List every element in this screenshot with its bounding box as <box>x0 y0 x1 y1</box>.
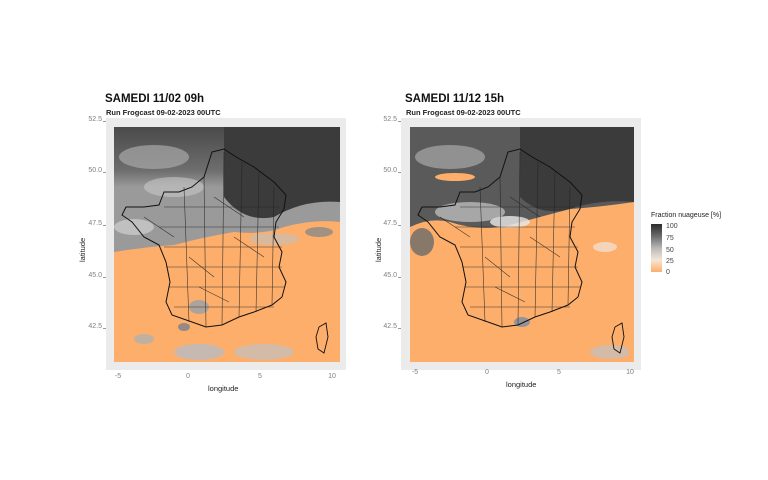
y-tick: 52.5 <box>375 116 401 123</box>
x-tick: 0 <box>186 373 190 380</box>
y-tick: 45.0 <box>80 272 106 279</box>
y-tick: 52.5 <box>80 116 106 123</box>
x-tick: -5 <box>114 373 122 380</box>
x-tick: 5 <box>557 369 561 376</box>
x-axis-label: longitude <box>506 380 537 389</box>
y-tick: 42.5 <box>375 323 401 330</box>
plot-subtitle: Run Frogcast 09-02-2023 00UTC <box>406 108 521 117</box>
cloud-map <box>114 127 340 362</box>
plot-title: SAMEDI 11/02 09h <box>105 93 205 105</box>
x-tick: 5 <box>258 373 262 380</box>
legend-label: 25 <box>666 258 674 265</box>
y-tick: 50.0 <box>375 167 401 174</box>
legend-label: 100 <box>666 223 678 230</box>
plot-title: SAMEDI 11/12 15h <box>405 93 505 105</box>
colorbar-legend: Fraction nuageuse [%] 100 75 50 25 0 <box>651 212 761 282</box>
legend-label: 75 <box>666 235 674 242</box>
colorbar <box>651 224 662 272</box>
x-tick: 10 <box>328 373 336 380</box>
x-tick: 0 <box>485 369 489 376</box>
cloud-map <box>410 127 634 362</box>
x-axis-label: longitude <box>208 384 239 393</box>
y-tick: 50.0 <box>80 167 106 174</box>
y-tick: 42.5 <box>80 323 106 330</box>
x-tick: 10 <box>626 369 634 376</box>
legend-title: Fraction nuageuse [%] <box>651 212 722 219</box>
y-axis-label: latitude <box>78 237 87 262</box>
y-axis-label: latitude <box>374 237 383 262</box>
legend-label: 0 <box>666 269 670 276</box>
x-tick: -5 <box>411 369 419 376</box>
plot-subtitle: Run Frogcast 09-02-2023 00UTC <box>106 108 221 117</box>
legend-label: 50 <box>666 247 674 254</box>
y-tick: 47.5 <box>375 220 401 227</box>
y-tick: 47.5 <box>80 220 106 227</box>
y-tick: 45.0 <box>375 272 401 279</box>
